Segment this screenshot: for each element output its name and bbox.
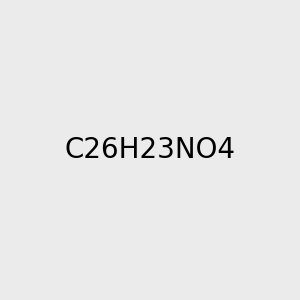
Text: C26H23NO4: C26H23NO4 bbox=[64, 136, 236, 164]
